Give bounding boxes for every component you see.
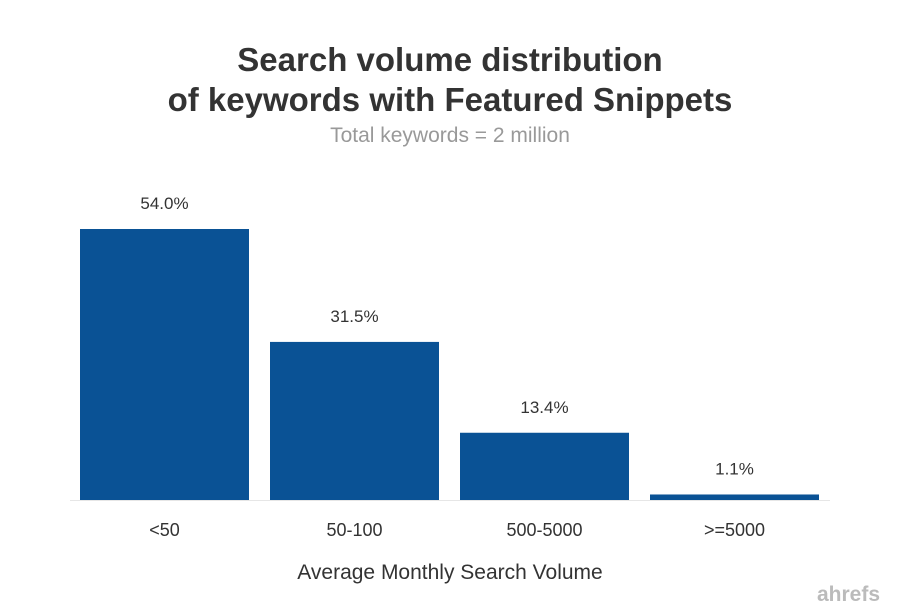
bar-1 [270, 341, 439, 500]
x-tick-label-0: <50 [149, 520, 180, 540]
data-label-0: 54.0% [140, 194, 188, 213]
data-label-1: 31.5% [330, 307, 378, 326]
x-tick-label-1: 50-100 [326, 520, 382, 540]
x-tick-label-3: >=5000 [704, 520, 765, 540]
bar-3 [650, 494, 819, 500]
chart-title-line-2: of keywords with Featured Snippets [167, 81, 733, 118]
data-label-3: 1.1% [715, 459, 754, 478]
ahrefs-logo: ahrefs [816, 583, 880, 606]
bar-2 [460, 432, 629, 500]
bar-0 [80, 229, 249, 500]
chart-title-line-1: Search volume distribution [237, 41, 663, 78]
x-tick-label-2: 500-5000 [506, 520, 582, 540]
chart-subtitle: Total keywords = 2 million [330, 124, 570, 147]
data-label-2: 13.4% [520, 398, 568, 417]
x-axis-label: Average Monthly Search Volume [297, 561, 603, 584]
